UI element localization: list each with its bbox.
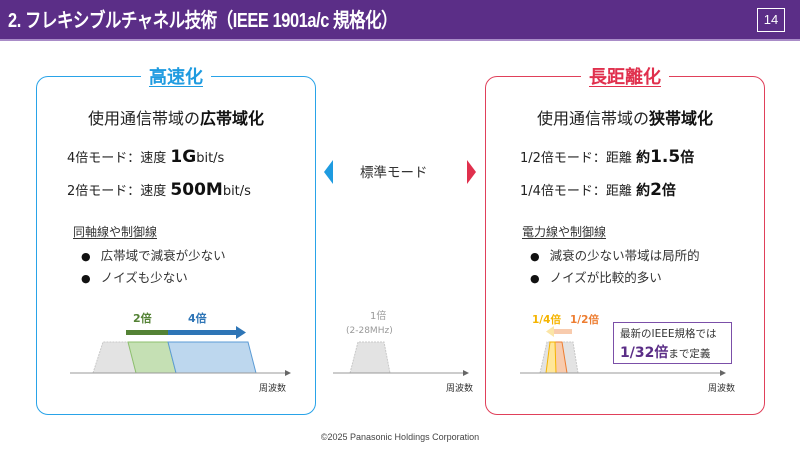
list-item: ノイズが比較的多い — [530, 267, 700, 289]
right-subtitle: 使用通信帯域の狭帯域化 — [536, 109, 714, 128]
slide-title: 2. フレキシブルチャネル技術（IEEE 1901a/c 規格化） — [8, 10, 398, 32]
characteristics-list: 減衰の少ない帯域は局所的 ノイズが比較的多い — [530, 245, 700, 289]
characteristics-list: 広帯域で減衰が少ない ノイズも少ない — [81, 245, 226, 289]
wideband-spectrum-diagram: 2倍 4倍 — [70, 311, 291, 376]
standard-spectrum-diagram: 1倍 (2-28MHz) — [333, 309, 469, 376]
frequency-axis-label: 周波数 — [446, 384, 474, 394]
svg-text:1/4倍: 1/4倍 — [532, 313, 561, 326]
slide-header: 2. フレキシブルチャネル技術（IEEE 1901a/c 規格化） 14 — [0, 0, 800, 41]
mode-2x-line: 2倍モード：速度 500Mbit/s — [67, 180, 251, 200]
svg-text:1倍: 1倍 — [370, 309, 386, 322]
frequency-axis-label: 周波数 — [259, 384, 287, 394]
list-item: ノイズも少ない — [81, 267, 226, 289]
arrow-left-icon — [324, 160, 333, 184]
mode-half-line: 1/2倍モード：距離 約1.5倍 — [520, 147, 695, 167]
svg-text:(2-28MHz): (2-28MHz) — [346, 326, 393, 336]
mode-4x-line: 4倍モード：速度 1Gbit/s — [67, 147, 225, 167]
ieee-annotation-box: 最新のIEEE規格では 1/32倍まで定義 — [613, 322, 732, 364]
list-item: 減衰の少ない帯域は局所的 — [530, 245, 700, 267]
arrow-right-icon — [467, 160, 476, 184]
copyright-footer: ©2025 Panasonic Holdings Corporation — [320, 432, 480, 442]
page-number: 14 — [757, 8, 785, 32]
cable-type-label: 電力線や制御線 — [522, 225, 607, 239]
cable-type-label: 同軸線や制御線 — [73, 225, 158, 239]
narrowband-spectrum-diagram: 1/4倍 1/2倍 — [520, 313, 726, 376]
left-subtitle: 使用通信帯域の広帯域化 — [87, 109, 265, 128]
mode-quarter-line: 1/4倍モード：距離 約2倍 — [520, 180, 676, 200]
list-item: 広帯域で減衰が少ない — [81, 245, 226, 267]
svg-text:2倍: 2倍 — [133, 311, 152, 325]
svg-text:4倍: 4倍 — [188, 311, 207, 325]
standard-mode-label: 標準モード — [360, 165, 428, 181]
svg-text:1/2倍: 1/2倍 — [570, 313, 599, 326]
panel-heading-long-distance: 長距離化 — [581, 67, 669, 88]
frequency-axis-label: 周波数 — [708, 384, 736, 394]
panel-heading-high-speed: 高速化 — [141, 67, 211, 88]
